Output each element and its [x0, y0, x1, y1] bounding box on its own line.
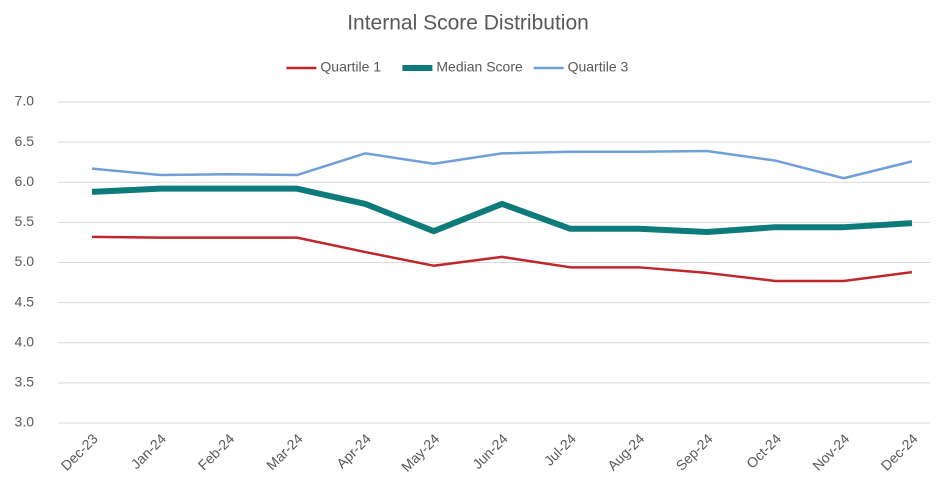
y-tick-label: 4.0 — [15, 333, 35, 349]
legend-label: Median Score — [436, 59, 523, 75]
x-tick-label: Mar-24 — [263, 430, 306, 473]
x-tick-label: Dec-23 — [58, 430, 101, 473]
y-tick-label: 6.5 — [15, 133, 35, 149]
chart-title: Internal Score Distribution — [347, 12, 589, 35]
x-tick-label: May-24 — [398, 430, 442, 474]
legend-label: Quartile 1 — [320, 59, 381, 75]
y-tick-label: 6.0 — [15, 173, 35, 189]
y-tick-label: 4.5 — [15, 293, 35, 309]
x-tick-label: Aug-24 — [604, 430, 647, 473]
x-tick-label: Dec-24 — [878, 430, 921, 473]
x-tick-label: Feb-24 — [195, 430, 238, 473]
x-tick-label: Jul-24 — [541, 430, 579, 468]
x-tick-label: Apr-24 — [333, 430, 374, 471]
y-tick-label: 5.0 — [15, 253, 35, 269]
y-tick-label: 7.0 — [15, 93, 35, 109]
x-tick-label: Jun-24 — [469, 430, 511, 472]
x-tick-label: Nov-24 — [809, 430, 852, 473]
x-tick-label: Oct-24 — [743, 430, 784, 471]
line-series — [91, 149, 913, 180]
line-series — [91, 185, 913, 236]
x-tick-label: Sep-24 — [672, 430, 715, 473]
legend-label: Quartile 3 — [568, 59, 629, 75]
y-tick-label: 3.0 — [15, 414, 35, 430]
y-tick-label: 5.5 — [15, 213, 35, 229]
y-tick-label: 3.5 — [15, 374, 35, 390]
line-series — [91, 235, 913, 283]
x-tick-label: Jan-24 — [127, 430, 169, 472]
